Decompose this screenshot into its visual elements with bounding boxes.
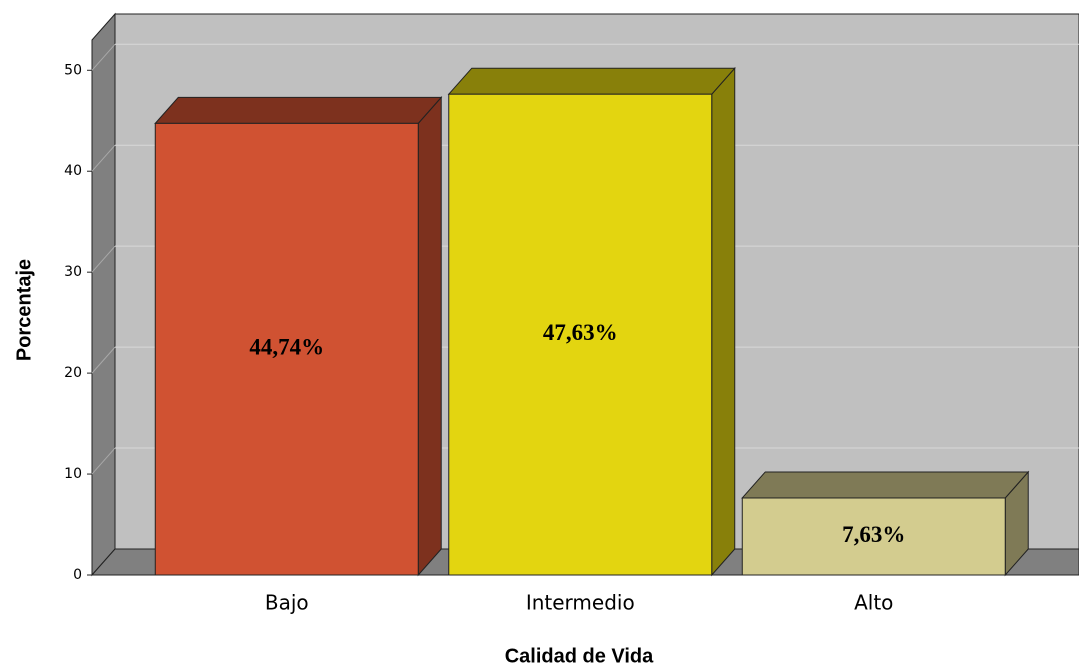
x-tick-label: Intermedio [526, 591, 635, 615]
grid-line [91, 346, 116, 374]
bar [741, 497, 1006, 576]
bar-side [417, 96, 442, 577]
bar-top [154, 96, 443, 124]
grid-line [91, 43, 116, 71]
value-label: 47,63% [543, 320, 618, 345]
bar-top [447, 67, 736, 95]
bar [154, 122, 419, 576]
x-axis-title: Calidad de Vida [505, 645, 654, 667]
y-tick-label: 0 [73, 567, 82, 583]
y-tick-label: 20 [64, 365, 82, 381]
grid-line [91, 447, 116, 475]
bar [448, 93, 713, 576]
value-label: 7,63% [842, 522, 905, 547]
bar-side [711, 66, 736, 577]
y-tick-label: 30 [64, 264, 82, 280]
y-tick-label: 10 [64, 466, 82, 482]
x-tick-label: Alto [854, 591, 893, 615]
bar-top [741, 471, 1030, 499]
left-wall [91, 12, 116, 577]
x-tick-label: Bajo [265, 591, 309, 615]
value-label: 44,74% [249, 334, 324, 359]
y-tick-label: 40 [64, 163, 82, 179]
grid-line [91, 245, 116, 273]
y-tick-label: 50 [64, 62, 82, 78]
grid-line [91, 144, 116, 172]
y-axis-title: Porcentaje [13, 259, 35, 361]
